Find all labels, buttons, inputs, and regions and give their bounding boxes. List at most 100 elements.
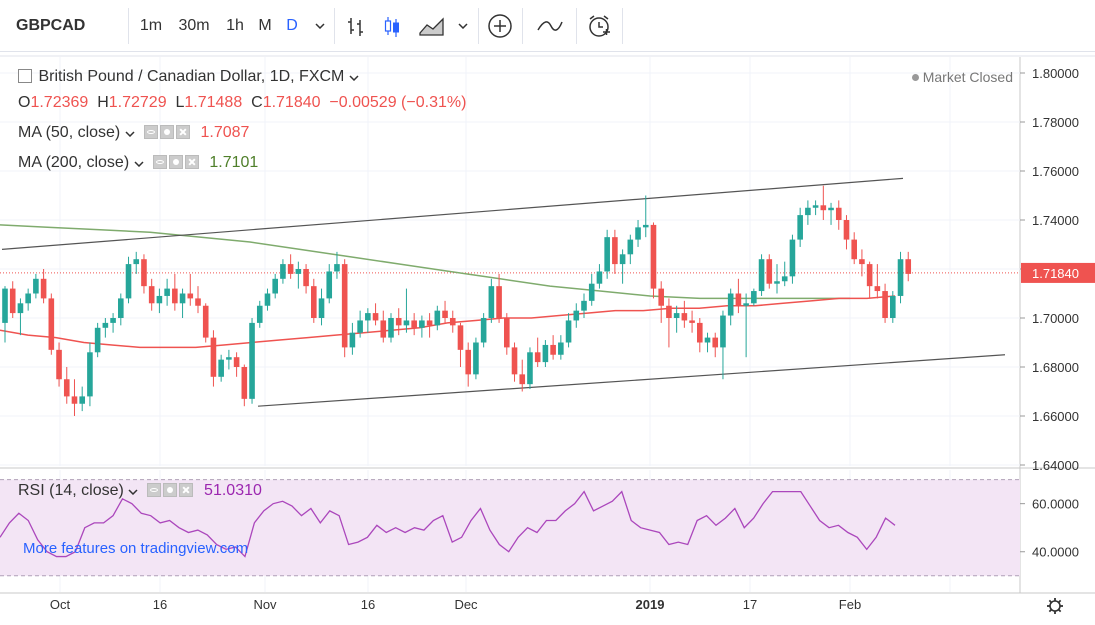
candle-body [743,303,749,306]
rsi-legend[interactable]: RSI (14, close) 51.0310 [18,482,262,500]
candle-body [882,291,888,318]
candlestick-icon [384,17,399,37]
price-tick-label: 1.80000 [1032,66,1079,81]
candle-body [33,278,39,294]
gear-icon[interactable] [159,125,174,139]
interval-label: 1m [139,17,163,34]
candle-body [48,298,55,350]
ma50-legend[interactable]: MA (50, close) 1.7087 [18,124,249,142]
candle-body [419,320,425,328]
price-tick-label: 1.68000 [1032,360,1079,375]
chevron-down-icon[interactable] [134,161,144,168]
candle-body [388,318,394,338]
candle-body [689,320,695,323]
interval-day-button[interactable]: D [280,0,304,52]
area-style-button[interactable] [414,0,450,52]
candle-body [280,264,286,279]
candle-body [2,288,8,323]
style-dropdown-button[interactable] [452,0,474,52]
interval-dropdown-button[interactable] [306,0,334,52]
toolbar-divider [622,8,623,44]
candle-body [874,286,881,292]
ma200-legend[interactable]: MA (200, close) 1.7101 [18,154,258,172]
chevron-down-icon[interactable] [125,131,135,138]
candle-body [195,298,201,306]
price-tick-label: 1.74000 [1032,213,1079,228]
candle-body [758,259,765,292]
price-tick-label: 1.70000 [1032,311,1079,326]
collapse-legend-button[interactable] [18,69,32,83]
interval-label: D [286,17,298,34]
add-indicator-button[interactable] [484,0,516,52]
close-icon[interactable] [179,483,194,497]
candle-body [635,227,641,240]
eye-icon[interactable] [152,155,167,169]
candle-body [434,310,441,326]
candle-body [287,264,294,274]
candle-body [488,286,495,318]
chevron-down-icon [458,23,468,29]
candle-body [179,293,186,304]
compare-button[interactable] [530,0,570,52]
chevron-down-icon[interactable] [128,489,138,496]
price-chart[interactable]: 1.800001.780001.760001.740001.720001.700… [0,52,1095,625]
candle-body [295,269,302,274]
candle-body [504,318,510,348]
close-icon[interactable] [175,125,190,139]
candle-body [496,286,502,318]
alarm-clock-icon [589,15,610,37]
interval-label: M [258,17,272,34]
time-tick-label: 16 [361,597,375,612]
interval-1h-button[interactable]: 1h [220,0,250,52]
close-label: C [251,94,263,111]
candle-body [805,207,811,216]
candle-body [365,313,371,321]
candle-body [411,320,417,328]
candle-body [588,283,595,301]
candle-body [357,320,363,333]
main-legend: British Pound / Canadian Dollar, 1D, FXC… [18,68,359,86]
eye-icon[interactable] [143,125,158,139]
close-icon[interactable] [184,155,199,169]
candle-body [210,337,217,377]
candle-body [94,327,101,353]
candle-body [704,337,711,343]
interval-30m-button[interactable]: 30m [172,0,216,52]
interval-month-button[interactable]: M [252,0,278,52]
open-label: O [18,94,31,111]
candle-style-button[interactable] [376,0,408,52]
candle-body [226,357,232,360]
candle-body [866,264,873,287]
symbol-search-button[interactable]: GBPCAD [0,0,128,52]
upper-trendline [1,177,904,250]
candle-body [604,237,610,272]
gear-icon[interactable] [163,483,178,497]
close-value: 1.71840 [262,94,321,111]
candle-body [766,259,773,284]
ma50-value: 1.7087 [200,124,250,141]
candle-body [256,305,263,323]
candle-body [56,349,62,380]
rsi-tick-label: 40.0000 [1032,545,1079,560]
candle-body [573,310,580,321]
gear-icon[interactable] [168,155,183,169]
tradingview-promo-link[interactable]: More features on tradingview.com [23,540,249,557]
candle-body [25,293,31,304]
last-price-label: 1.71840 [1032,266,1079,281]
candle-body [681,313,688,321]
rsi-label: RSI (14, close) [18,482,124,499]
candle-body [697,322,703,343]
candle-body [828,207,834,211]
eye-icon[interactable] [147,483,162,497]
chevron-down-icon[interactable] [349,75,359,82]
candle-body [79,396,85,404]
bar-style-button[interactable] [340,0,372,52]
candle-body [233,357,240,367]
candle-body [558,342,564,355]
chart-settings-icon[interactable] [1047,598,1063,614]
time-tick-label: 16 [153,597,167,612]
candle-body [550,344,556,355]
interval-1m-button[interactable]: 1m [136,0,166,52]
time-tick-label: Feb [839,597,861,612]
alert-button[interactable] [582,0,616,52]
